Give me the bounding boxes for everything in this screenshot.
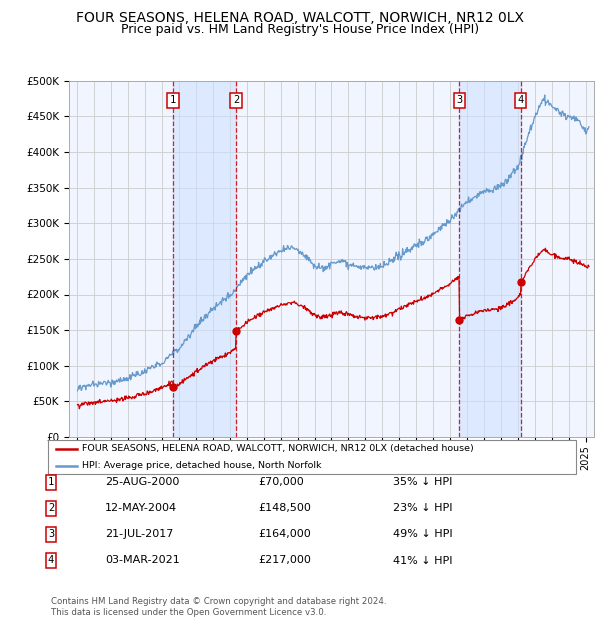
Text: Price paid vs. HM Land Registry's House Price Index (HPI): Price paid vs. HM Land Registry's House … xyxy=(121,23,479,36)
Text: 2: 2 xyxy=(233,95,239,105)
Text: 1: 1 xyxy=(170,95,176,105)
Text: HPI: Average price, detached house, North Norfolk: HPI: Average price, detached house, Nort… xyxy=(82,461,322,471)
Bar xyxy=(460,81,521,437)
Text: FOUR SEASONS, HELENA ROAD, WALCOTT, NORWICH, NR12 0LX (detached house): FOUR SEASONS, HELENA ROAD, WALCOTT, NORW… xyxy=(82,444,474,453)
Text: 23% ↓ HPI: 23% ↓ HPI xyxy=(393,503,452,513)
FancyBboxPatch shape xyxy=(48,440,576,474)
Text: 1: 1 xyxy=(48,477,54,487)
Text: 4: 4 xyxy=(48,556,54,565)
Text: 3: 3 xyxy=(48,529,54,539)
Text: 21-JUL-2017: 21-JUL-2017 xyxy=(105,529,173,539)
Text: £164,000: £164,000 xyxy=(258,529,311,539)
Text: 35% ↓ HPI: 35% ↓ HPI xyxy=(393,477,452,487)
Text: 4: 4 xyxy=(518,95,524,105)
Bar xyxy=(173,81,236,437)
Text: 3: 3 xyxy=(456,95,463,105)
Text: £217,000: £217,000 xyxy=(258,556,311,565)
Text: 12-MAY-2004: 12-MAY-2004 xyxy=(105,503,177,513)
Text: 2: 2 xyxy=(48,503,54,513)
Text: £148,500: £148,500 xyxy=(258,503,311,513)
Text: 41% ↓ HPI: 41% ↓ HPI xyxy=(393,556,452,565)
Text: 49% ↓ HPI: 49% ↓ HPI xyxy=(393,529,452,539)
Text: 03-MAR-2021: 03-MAR-2021 xyxy=(105,556,180,565)
Text: FOUR SEASONS, HELENA ROAD, WALCOTT, NORWICH, NR12 0LX: FOUR SEASONS, HELENA ROAD, WALCOTT, NORW… xyxy=(76,11,524,25)
Text: Contains HM Land Registry data © Crown copyright and database right 2024.
This d: Contains HM Land Registry data © Crown c… xyxy=(51,598,386,617)
Text: £70,000: £70,000 xyxy=(258,477,304,487)
Text: 25-AUG-2000: 25-AUG-2000 xyxy=(105,477,179,487)
